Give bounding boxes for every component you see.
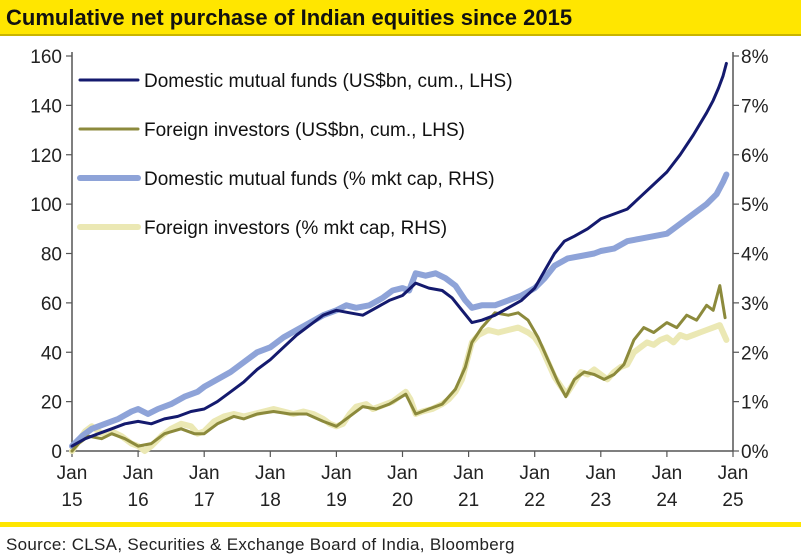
y-left-tick-label: 60 bbox=[41, 294, 62, 315]
x-tick-label-year: 22 bbox=[524, 490, 545, 511]
x-tick-label-month: Jan bbox=[519, 463, 550, 484]
x-tick-label-year: 17 bbox=[194, 490, 215, 511]
x-tick-label-month: Jan bbox=[57, 463, 88, 484]
x-tick-label-year: 21 bbox=[458, 490, 479, 511]
y-right-tick-label: 1% bbox=[741, 393, 769, 414]
x-tick-label-year: 23 bbox=[590, 490, 611, 511]
x-tick-label-year: 24 bbox=[656, 490, 678, 511]
x-tick-label-year: 16 bbox=[128, 490, 149, 511]
x-tick-label-month: Jan bbox=[652, 463, 683, 484]
y-right-tick-label: 7% bbox=[741, 96, 769, 117]
x-tick-label-year: 15 bbox=[61, 490, 82, 511]
x-tick-label-month: Jan bbox=[189, 463, 220, 484]
x-tick-label-year: 25 bbox=[722, 490, 743, 511]
x-tick-label-month: Jan bbox=[255, 463, 286, 484]
x-tick-label-month: Jan bbox=[387, 463, 418, 484]
source-note: Source: CLSA, Securities & Exchange Boar… bbox=[6, 535, 515, 554]
legend-label: Domestic mutual funds (US$bn, cum., LHS) bbox=[144, 71, 513, 92]
y-right-tick-label: 6% bbox=[741, 146, 769, 167]
x-tick-label-month: Jan bbox=[453, 463, 484, 484]
series-line-dmf-usd bbox=[70, 61, 728, 448]
x-tick-label-month: Jan bbox=[718, 463, 749, 484]
y-left-tick-label: 20 bbox=[41, 393, 62, 414]
y-left-tick-label: 0 bbox=[51, 442, 62, 463]
x-tick-label-month: Jan bbox=[585, 463, 616, 484]
y-left-tick-label: 140 bbox=[30, 96, 62, 117]
chart-title: Cumulative net purchase of Indian equiti… bbox=[6, 5, 573, 30]
y-right-tick-label: 0% bbox=[741, 442, 769, 463]
legend-label: Foreign investors (% mkt cap, RHS) bbox=[144, 218, 447, 239]
x-tick-label-year: 20 bbox=[392, 490, 413, 511]
x-tick-label-month: Jan bbox=[123, 463, 154, 484]
y-left-tick-label: 40 bbox=[41, 343, 62, 364]
y-left-tick-label: 120 bbox=[30, 146, 62, 167]
series-line-dmf-pct bbox=[69, 171, 730, 450]
y-right-tick-label: 2% bbox=[741, 343, 769, 364]
title-bar: Cumulative net purchase of Indian equiti… bbox=[0, 0, 801, 36]
y-left-tick-label: 80 bbox=[41, 245, 62, 266]
x-tick-label-year: 18 bbox=[260, 490, 281, 511]
chart-plot-area: 0 20 40 60 80 100 120 140 160 0% 1% 2% 3% 4% 5% 6% 7% 8% J… bbox=[30, 47, 769, 511]
bottom-accent-bar bbox=[0, 522, 801, 527]
y-left-tick-label: 160 bbox=[30, 47, 62, 68]
x-tick-label-month: Jan bbox=[321, 463, 352, 484]
y-right-tick-label: 5% bbox=[741, 195, 769, 216]
series-line-fii-usd bbox=[70, 284, 727, 453]
legend-label: Foreign investors (US$bn, cum., LHS) bbox=[144, 120, 465, 141]
y-left-tick-label: 100 bbox=[30, 195, 62, 216]
x-tick-label-year: 19 bbox=[326, 490, 347, 511]
y-right-tick-label: 4% bbox=[741, 245, 769, 266]
y-right-tick-label: 8% bbox=[741, 47, 769, 68]
legend-label: Domestic mutual funds (% mkt cap, RHS) bbox=[144, 169, 495, 190]
y-right-tick-label: 3% bbox=[741, 294, 769, 315]
